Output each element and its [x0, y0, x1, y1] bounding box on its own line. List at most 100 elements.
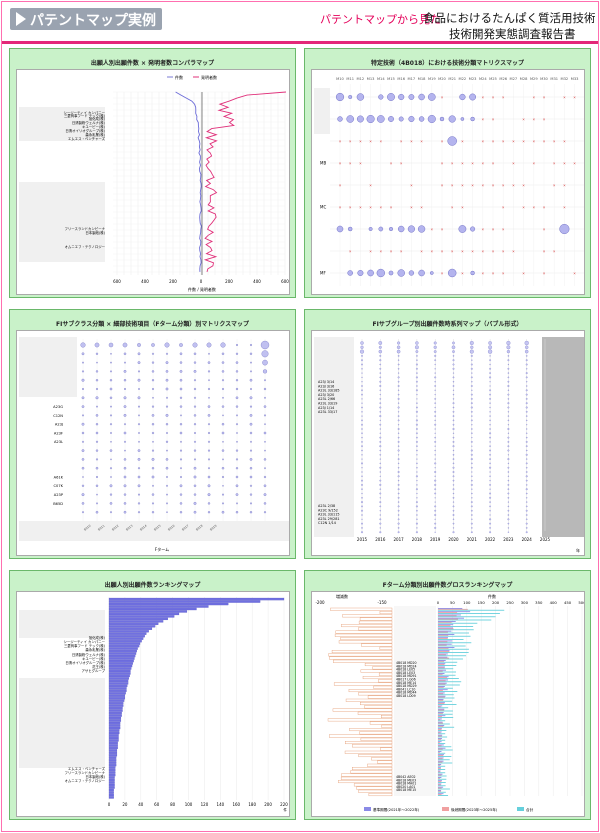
- timeline-bubble: [434, 402, 436, 404]
- timeline-bubble: [361, 415, 363, 417]
- timeline-bubble: [361, 484, 363, 486]
- timeline-bubble: [415, 341, 419, 345]
- matrix-bubble: [249, 405, 253, 408]
- timeline-bubble: [434, 406, 436, 409]
- matrix-bubble: [250, 361, 252, 364]
- timeline-bubble: [361, 436, 363, 439]
- zero-marker: ×: [400, 161, 403, 165]
- zero-marker: ×: [543, 227, 546, 231]
- timeline-bubble: [378, 341, 383, 345]
- timeline-bubble: [416, 372, 418, 374]
- inventor-series-line: [203, 91, 287, 273]
- timeline-bubble: [416, 527, 418, 529]
- timeline-bubble: [471, 372, 473, 374]
- matrix-bubble: [460, 117, 465, 121]
- ranking-bar: [108, 642, 141, 645]
- matrix-bubble: [193, 501, 197, 505]
- timeline-bubble: [397, 372, 400, 374]
- label-column: [394, 606, 436, 796]
- timeline-bubble: [361, 363, 363, 366]
- timeline-bubble: [397, 341, 401, 345]
- later-period-bar: [438, 683, 446, 685]
- base-period-bar: [438, 695, 446, 697]
- timeline-bubble: [379, 363, 382, 366]
- timeline-bubble: [378, 349, 382, 354]
- ranking-bar: [108, 704, 124, 707]
- column-label: B013: [125, 524, 134, 532]
- change-bar: [371, 757, 393, 761]
- matrix-bubble: [194, 432, 196, 434]
- timeline-bubble: [434, 398, 437, 400]
- timeline-bubble: [397, 376, 400, 379]
- timeline-bubble: [452, 518, 455, 520]
- ranking-bar: [108, 684, 128, 688]
- timeline-bubble: [397, 462, 400, 465]
- timeline-bubble: [470, 419, 473, 422]
- matrix-bubble: [193, 493, 197, 496]
- zero-marker: ×: [390, 249, 393, 253]
- matrix-bubble: [110, 511, 112, 514]
- timeline-bubble: [434, 410, 437, 413]
- applicant-label: フリースランドカンピーナ: [64, 770, 105, 775]
- timeline-bubble: [452, 406, 455, 409]
- ranking-bar: [108, 759, 117, 762]
- base-period-bar: [438, 673, 445, 674]
- timeline-bubble: [416, 471, 418, 473]
- timeline-bubble: [397, 355, 400, 357]
- base-period-bar: [438, 741, 442, 743]
- matrix-bubble: [165, 405, 169, 408]
- matrix-bubble: [110, 458, 112, 461]
- timeline-bubble: [470, 363, 473, 366]
- row-label: MF: [320, 271, 326, 276]
- ranking-bar: [108, 741, 118, 745]
- matrix-bubble: [357, 270, 364, 276]
- timeline-bubble: [452, 479, 455, 482]
- change-bar: [340, 776, 393, 780]
- ranking-bar: [108, 731, 120, 735]
- total-bar: [438, 775, 447, 777]
- ranking-bar: [108, 709, 123, 712]
- panel-title: FIサブクラス分類 × 細部技術項目（Fターム分類）別マトリクスマップ: [56, 321, 249, 328]
- ranking-bar: [108, 612, 180, 616]
- timeline-bubble: [525, 453, 528, 456]
- change-bar: [362, 676, 393, 680]
- zero-marker: ×: [532, 161, 535, 165]
- timeline-bubble: [361, 441, 363, 443]
- matrix-bubble: [81, 502, 85, 505]
- x-tick-label: 100: [185, 802, 193, 807]
- column-header: M20: [438, 77, 446, 81]
- timeline-bubble: [526, 458, 528, 460]
- matrix-bubble: [235, 352, 239, 355]
- column-header: M27: [510, 77, 518, 81]
- timeline-bubble: [379, 411, 382, 413]
- matrix-bubble: [110, 405, 112, 408]
- timeline-bubble: [489, 462, 491, 465]
- matrix-bubble: [138, 440, 140, 443]
- matrix-bubble: [430, 271, 434, 275]
- total-bar: [438, 720, 446, 722]
- matrix-bubble: [96, 502, 98, 505]
- matrix-bubble: [439, 116, 445, 122]
- timeline-bubble: [507, 376, 510, 379]
- base-period-bar: [438, 793, 444, 795]
- timeline-bubble: [525, 415, 528, 417]
- matrix-bubble: [207, 431, 211, 435]
- legend-swatch: [442, 807, 449, 811]
- matrix-bubble: [109, 387, 113, 391]
- applicant-label: キユーピー(株): [82, 656, 106, 661]
- timeline-bubble: [416, 441, 418, 443]
- matrix-bubble: [110, 414, 112, 417]
- timeline-bubble: [379, 471, 381, 473]
- timeline-bubble: [507, 475, 510, 477]
- base-period-bar: [438, 721, 443, 723]
- year-label: 2017: [394, 537, 405, 542]
- total-bar: [438, 700, 453, 702]
- matrix-bubble: [110, 361, 112, 364]
- total-bar: [438, 655, 467, 657]
- panel-timeseries-bubble: FIサブグループ別出願件数時系列マップ（バブル形式） 年 2015 2016 201…: [304, 309, 591, 559]
- timeline-bubble: [397, 501, 400, 503]
- matrix-bubble: [123, 484, 127, 488]
- ranking-bar: [108, 726, 121, 730]
- timeline-bubble: [452, 505, 455, 508]
- later-period-bar: [438, 755, 444, 757]
